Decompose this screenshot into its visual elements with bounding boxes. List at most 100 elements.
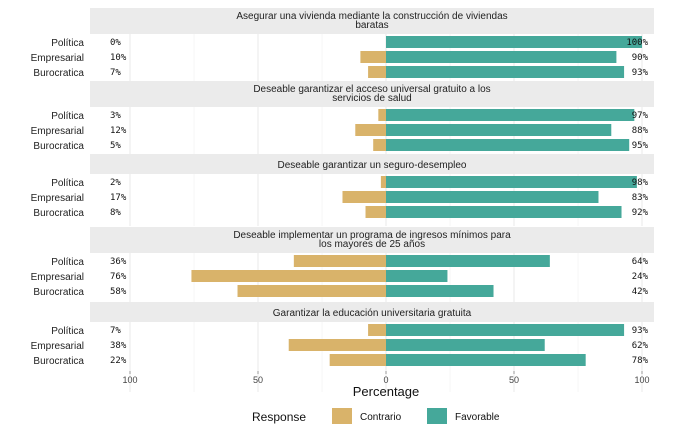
data-label-contrario: 38% (110, 341, 127, 351)
facet-title: los mayores de 25 años (319, 239, 425, 250)
x-tick-label: 100 (122, 375, 137, 385)
data-label-contrario: 22% (110, 356, 127, 366)
facet-panel: Deseable implementar un programa de ingr… (31, 227, 654, 305)
data-label-contrario: 3% (110, 111, 121, 121)
row-label: Burocratica (33, 356, 84, 367)
data-label-favorable: 62% (632, 341, 649, 351)
bar-contrario (360, 51, 386, 63)
facet-strip (90, 227, 654, 253)
bar-contrario (380, 176, 386, 188)
bar-contrario (288, 339, 386, 351)
bar-contrario (342, 191, 386, 203)
legend-title: Response (252, 410, 306, 424)
data-label-contrario: 12% (110, 126, 127, 136)
panels-layer: Asegurar una vivienda mediante la constr… (31, 8, 654, 392)
data-label-favorable: 98% (632, 178, 649, 188)
row-label: Empresarial (31, 341, 84, 352)
data-label-contrario: 58% (110, 287, 127, 297)
x-tick-label: 100 (634, 375, 649, 385)
bar-contrario (378, 109, 386, 121)
bar-favorable (386, 176, 637, 188)
x-tick-label: 50 (253, 375, 263, 385)
data-label-contrario: 76% (110, 272, 127, 282)
facet-title: Deseable garantizar un seguro-desempleo (277, 160, 466, 171)
data-label-favorable: 92% (632, 208, 649, 218)
data-label-favorable: 42% (632, 287, 649, 297)
bar-favorable (386, 36, 642, 48)
data-label-contrario: 7% (110, 326, 121, 336)
bar-favorable (386, 206, 622, 218)
data-label-contrario: 8% (110, 208, 121, 218)
data-label-favorable: 95% (632, 141, 649, 151)
bar-contrario (355, 124, 386, 136)
row-label: Burocratica (33, 68, 84, 79)
facet-panel: Asegurar una vivienda mediante la constr… (31, 8, 654, 86)
legend-swatch (427, 408, 447, 424)
data-label-contrario: 7% (110, 68, 121, 78)
data-label-contrario: 10% (110, 53, 127, 63)
bar-favorable (386, 354, 586, 366)
facet-panel: Deseable garantizar el acceso universal … (31, 81, 654, 159)
row-label: Política (51, 178, 84, 189)
row-label: Política (51, 257, 84, 268)
bar-contrario (368, 66, 386, 78)
bar-contrario (293, 255, 386, 267)
x-axis-title: Percentage (353, 384, 420, 399)
bar-contrario (329, 354, 386, 366)
facet-title: Asegurar una vivienda mediante la constr… (236, 11, 507, 22)
facet-strip (90, 81, 654, 107)
facet-strip (90, 8, 654, 34)
bar-favorable (386, 66, 625, 78)
data-label-favorable: 97% (632, 111, 649, 121)
bar-favorable (386, 285, 494, 297)
x-axis: 100 50 0 50 100 (122, 371, 650, 385)
row-label: Política (51, 111, 84, 122)
bar-favorable (386, 51, 617, 63)
data-label-contrario: 36% (110, 257, 127, 267)
facet-title: servicios de salud (332, 93, 411, 104)
data-label-contrario: 0% (110, 38, 121, 48)
x-tick-label: 50 (509, 375, 519, 385)
bar-favorable (386, 339, 545, 351)
bar-favorable (386, 124, 612, 136)
bar-favorable (386, 109, 635, 121)
data-label-favorable: 83% (632, 193, 649, 203)
bar-favorable (386, 270, 448, 282)
bar-favorable (386, 191, 599, 203)
row-label: Empresarial (31, 126, 84, 137)
legend: Response Contrario Favorable (252, 408, 500, 424)
row-label: Burocratica (33, 287, 84, 298)
bar-contrario (368, 324, 386, 336)
data-label-favorable: 88% (632, 126, 649, 136)
data-label-contrario: 5% (110, 141, 121, 151)
data-label-contrario: 2% (110, 178, 121, 188)
facet-panel: Garantizar la educación universitaria gr… (31, 302, 654, 392)
bar-contrario (191, 270, 386, 282)
data-label-favorable: 90% (632, 53, 649, 63)
facet-title: Deseable implementar un programa de ingr… (233, 230, 511, 241)
row-label: Empresarial (31, 193, 84, 204)
bar-contrario (365, 206, 386, 218)
data-label-favorable: 100% (626, 38, 648, 48)
data-label-favorable: 78% (632, 356, 649, 366)
bar-favorable (386, 324, 625, 336)
legend-swatch (332, 408, 352, 424)
bar-contrario (373, 139, 386, 151)
row-label: Política (51, 38, 84, 49)
row-label: Política (51, 326, 84, 337)
facet-title: Deseable garantizar el acceso universal … (253, 84, 490, 95)
row-label: Burocratica (33, 208, 84, 219)
row-label: Empresarial (31, 53, 84, 64)
row-label: Burocratica (33, 141, 84, 152)
bar-favorable (386, 139, 630, 151)
facet-title: Garantizar la educación universitaria gr… (273, 308, 472, 319)
legend-label: Contrario (360, 412, 402, 423)
facet-panel: Deseable garantizar un seguro-desempleo P… (31, 154, 654, 226)
bar-contrario (237, 285, 386, 297)
facet-title: baratas (355, 20, 388, 31)
data-label-favorable: 24% (632, 272, 649, 282)
data-label-contrario: 17% (110, 193, 127, 203)
data-label-favorable: 64% (632, 257, 649, 267)
x-tick-label: 0 (383, 375, 388, 385)
